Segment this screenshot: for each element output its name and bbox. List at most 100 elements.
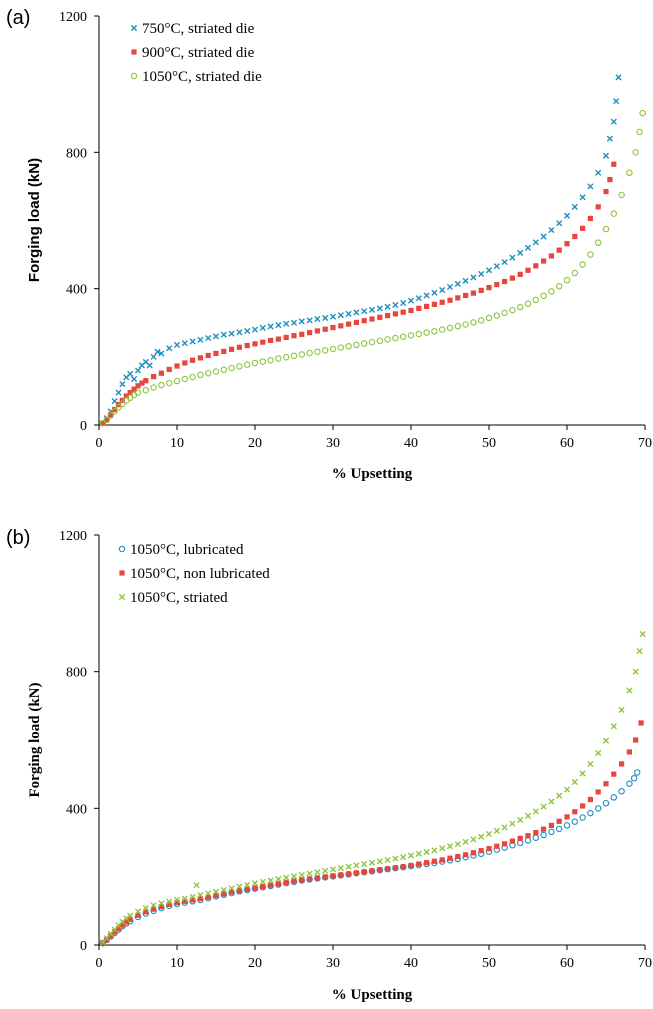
data-point bbox=[135, 383, 141, 389]
data-point bbox=[197, 355, 203, 361]
data-point bbox=[189, 893, 196, 900]
legend-marker bbox=[118, 545, 126, 553]
data-point bbox=[431, 301, 437, 307]
data-point bbox=[462, 277, 469, 284]
data-point bbox=[353, 309, 360, 316]
data-point bbox=[377, 867, 383, 873]
data-point bbox=[228, 885, 235, 892]
data-point bbox=[283, 879, 289, 886]
legend-b: 1050°C, lubricated 1050°C, non lubricated… bbox=[118, 542, 270, 606]
data-point bbox=[548, 253, 554, 259]
data-point bbox=[345, 310, 352, 317]
data-point bbox=[181, 895, 188, 902]
data-point bbox=[275, 881, 281, 887]
x-tick-label: 10 bbox=[170, 956, 184, 971]
data-point bbox=[541, 258, 547, 264]
data-point bbox=[346, 871, 352, 877]
data-point bbox=[556, 220, 563, 227]
data-point bbox=[477, 317, 485, 324]
data-point bbox=[174, 900, 180, 906]
data-point bbox=[602, 737, 610, 744]
data-point bbox=[533, 829, 539, 836]
data-point bbox=[463, 852, 469, 858]
data-point bbox=[142, 905, 149, 912]
data-point bbox=[548, 828, 555, 836]
data-point bbox=[587, 760, 594, 768]
x-ticks-a: 0 10 20 30 40 50 60 70 bbox=[96, 425, 652, 451]
data-point bbox=[173, 341, 181, 348]
data-point bbox=[611, 771, 617, 777]
data-point bbox=[446, 283, 454, 291]
data-point bbox=[408, 307, 414, 314]
data-point bbox=[392, 311, 398, 317]
data-point bbox=[470, 850, 476, 856]
data-point bbox=[236, 344, 242, 350]
data-point bbox=[602, 152, 610, 159]
data-point bbox=[548, 226, 555, 234]
x-tick-label: 60 bbox=[560, 436, 574, 451]
data-point bbox=[108, 412, 114, 418]
data-point bbox=[197, 895, 203, 902]
data-point bbox=[150, 902, 157, 909]
data-point bbox=[338, 872, 344, 878]
data-point bbox=[615, 74, 622, 81]
data-point bbox=[501, 824, 508, 831]
data-point bbox=[564, 241, 570, 247]
data-point bbox=[322, 326, 328, 332]
y-axis-label-b: Forging load (kN) bbox=[27, 682, 43, 797]
data-point bbox=[439, 299, 445, 305]
data-point bbox=[493, 312, 501, 319]
data-point bbox=[127, 370, 134, 377]
data-point bbox=[563, 276, 571, 284]
data-point bbox=[587, 809, 594, 817]
data-point bbox=[626, 169, 633, 177]
data-point bbox=[220, 886, 227, 894]
data-point bbox=[360, 340, 368, 347]
data-point bbox=[337, 344, 345, 351]
series-x-a bbox=[99, 74, 622, 427]
data-point bbox=[385, 312, 391, 319]
series-circle-a bbox=[99, 109, 646, 427]
data-point bbox=[146, 362, 153, 369]
data-point bbox=[516, 303, 524, 311]
data-point bbox=[579, 194, 586, 201]
data-point bbox=[439, 845, 446, 852]
data-point bbox=[447, 297, 453, 303]
data-point bbox=[532, 808, 539, 815]
data-point bbox=[112, 407, 118, 413]
data-point bbox=[415, 295, 422, 302]
data-point bbox=[154, 348, 161, 355]
data-point bbox=[329, 313, 337, 320]
data-point bbox=[275, 355, 282, 362]
data-point bbox=[205, 334, 212, 342]
data-point bbox=[368, 338, 376, 346]
data-point bbox=[104, 417, 110, 423]
data-point bbox=[493, 827, 500, 834]
chart-panel-b: (b) 0 400 800 1200 0 10 20 30 40 50 60 70 % Upsett… bbox=[6, 527, 652, 1003]
data-point bbox=[197, 371, 204, 379]
data-point bbox=[182, 360, 188, 366]
data-point bbox=[99, 420, 107, 427]
legend-label: 1050°C, striated bbox=[130, 590, 228, 606]
data-point bbox=[158, 370, 164, 376]
data-point bbox=[619, 761, 625, 767]
data-point bbox=[532, 834, 540, 841]
data-point bbox=[236, 888, 242, 894]
data-point bbox=[158, 900, 165, 907]
data-point bbox=[244, 342, 250, 349]
data-point bbox=[243, 361, 251, 368]
data-point bbox=[407, 852, 415, 859]
data-point bbox=[572, 809, 578, 815]
data-point bbox=[107, 412, 114, 419]
data-point bbox=[408, 862, 414, 868]
data-point bbox=[478, 848, 484, 854]
legend-item: 1050°C, striated bbox=[118, 590, 228, 606]
data-point bbox=[540, 292, 547, 300]
data-point bbox=[369, 868, 375, 874]
data-point bbox=[462, 838, 469, 845]
data-point bbox=[353, 862, 360, 869]
data-point bbox=[291, 333, 297, 339]
data-point bbox=[517, 271, 523, 277]
data-point bbox=[377, 314, 383, 320]
data-point bbox=[131, 386, 137, 392]
